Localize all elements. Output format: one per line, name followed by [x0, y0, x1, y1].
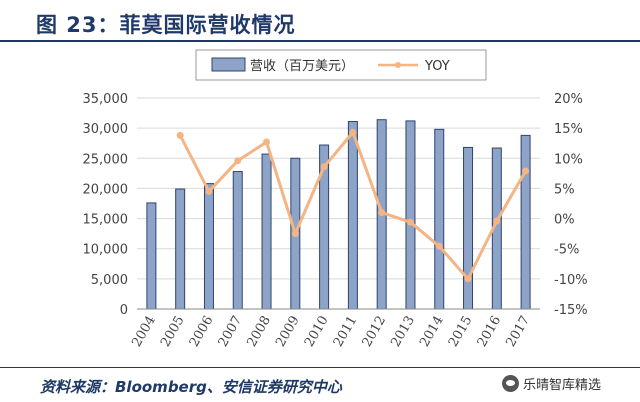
y-left-tick-label: 35,000 — [83, 92, 129, 107]
x-tick-label: 2013 — [388, 314, 418, 350]
y-right-tick-label: -15% — [554, 303, 588, 318]
footer: 资料来源：Bloomberg、安信证券研究中心 乐晴智库精选 — [0, 367, 640, 402]
y-right-tick-label: 5% — [554, 182, 575, 197]
y-left-tick-label: 0 — [120, 303, 128, 318]
wechat-icon — [502, 375, 519, 392]
bar-2011 — [347, 121, 358, 310]
bar-2008 — [261, 153, 272, 310]
x-tick-label: 2009 — [273, 314, 303, 350]
yoy-point-2015 — [464, 275, 472, 283]
y-right-tick-label: 15% — [554, 122, 583, 137]
yoy-point-2009 — [291, 230, 299, 238]
y-left-tick-label: 5,000 — [91, 273, 128, 288]
y-right-tick-label: 10% — [554, 152, 583, 167]
x-tick-label: 2014 — [417, 314, 447, 350]
bar-2017 — [520, 134, 531, 310]
bar-2005 — [175, 188, 186, 310]
legend-marker-line — [395, 62, 401, 68]
legend-swatch-bar — [211, 57, 246, 72]
y-right-tick-label: 20% — [554, 92, 583, 107]
axes: 0 5,000 10,000 15,000 20,000 25,000 30,000 35,0… — [83, 92, 588, 350]
legend-label-line: YOY — [424, 59, 450, 74]
x-tick-label: 2016 — [475, 313, 505, 349]
source-note: 资料来源：Bloomberg、安信证券研究中心 — [40, 378, 342, 396]
yoy-point-2008 — [263, 138, 271, 146]
x-tick-label: 2008 — [244, 314, 274, 350]
yoy-point-2016 — [493, 217, 501, 225]
bar-2004 — [146, 202, 157, 310]
bar-2013 — [405, 120, 416, 310]
bar-2006 — [203, 183, 214, 310]
y-left-tick-label: 10,000 — [83, 243, 129, 258]
yoy-point-2013 — [406, 218, 414, 226]
x-tick-label: 2010 — [302, 314, 332, 350]
y-left-tick-label: 25,000 — [83, 152, 129, 167]
x-tick-label: 2012 — [360, 314, 390, 350]
chart: 营收（百万美元） YOY 0 5,000 10,000 15,000 20,000 25,0… — [83, 49, 588, 350]
x-tick-label: 2006 — [187, 314, 217, 350]
x-tick-label: 2015 — [446, 314, 476, 350]
bar-2014 — [434, 128, 445, 310]
title-bar: 图 23：菲莫国际营收情况 — [0, 0, 640, 42]
x-tick-label: 2011 — [331, 314, 361, 350]
bar-2007 — [232, 171, 243, 310]
yoy-point-2005 — [176, 131, 184, 139]
y-right-tick-label: 0% — [554, 213, 575, 228]
yoy-line — [176, 128, 530, 283]
yoy-point-2011 — [349, 128, 357, 136]
watermark: 乐晴智库精选 — [502, 374, 601, 393]
y-right-tick-label: -5% — [554, 243, 579, 258]
gridlines — [137, 97, 540, 310]
y-left-tick-label: 15,000 — [83, 213, 129, 228]
x-tick-label: 2007 — [216, 314, 246, 350]
legend: 营收（百万美元） YOY — [195, 49, 487, 81]
yoy-point-2007 — [234, 157, 242, 165]
yoy-point-2014 — [435, 242, 443, 250]
bar-2015 — [463, 146, 474, 310]
yoy-point-2006 — [205, 187, 213, 195]
yoy-point-2012 — [378, 209, 386, 217]
yoy-point-2017 — [522, 167, 530, 175]
y-left-tick-label: 20,000 — [83, 182, 129, 197]
x-tick-label: 2005 — [158, 314, 188, 350]
y-right-tick-label: -10% — [554, 273, 588, 288]
x-tick-label: 2017 — [504, 314, 534, 350]
figure-title: 图 23：菲莫国际营收情况 — [36, 13, 296, 37]
y-left-tick-label: 30,000 — [83, 122, 129, 137]
legend-label-bar: 营收（百万美元） — [250, 59, 354, 74]
watermark-text: 乐晴智库精选 — [523, 378, 602, 393]
yoy-point-2010 — [320, 163, 328, 171]
x-tick-label: 2004 — [129, 314, 159, 350]
